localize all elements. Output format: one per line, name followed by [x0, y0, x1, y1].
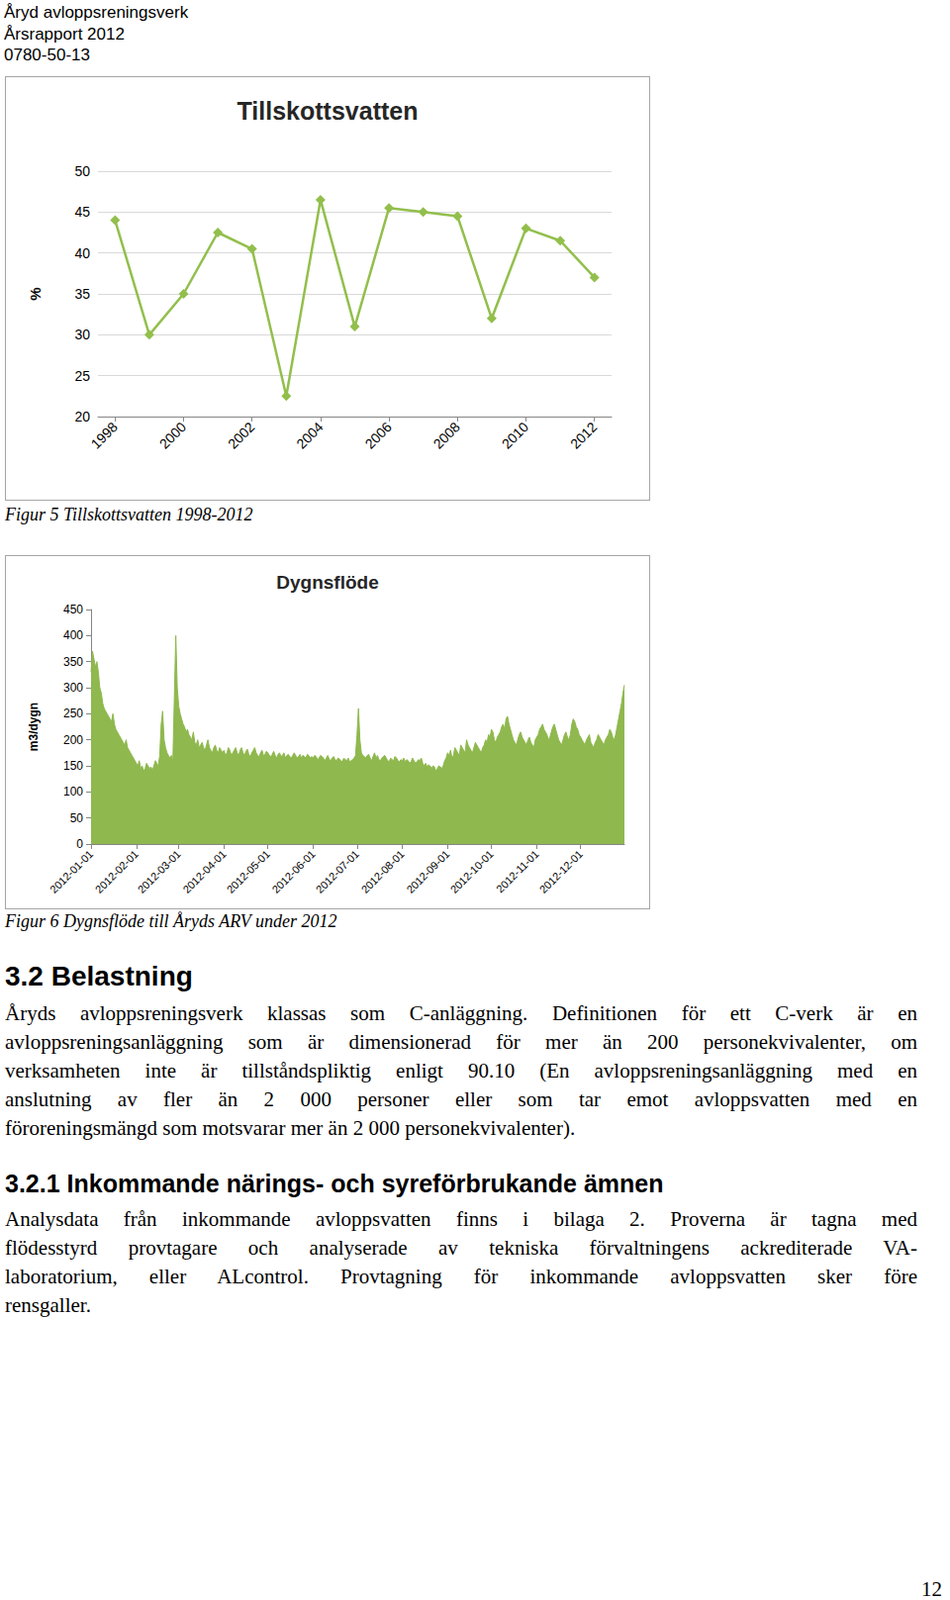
- svg-text:2012-09-01: 2012-09-01: [403, 848, 452, 896]
- svg-text:2002: 2002: [224, 418, 258, 452]
- svg-text:200: 200: [63, 733, 84, 748]
- svg-text:2012-12-01: 2012-12-01: [537, 848, 585, 896]
- svg-text:2012-06-01: 2012-06-01: [269, 848, 317, 896]
- html-text:avloppsreningsanläggning som ä: avloppsreningsanläggning som är dimensio…: [4, 1030, 918, 1054]
- svg-text:2012-04-01: 2012-04-01: [180, 848, 228, 896]
- html-text:laboratorium, eller ALcontrol.: laboratorium, eller ALcontrol. Provtagni…: [4, 1264, 918, 1289]
- svg-text:20: 20: [74, 408, 91, 425]
- svg-text:50: 50: [70, 811, 85, 826]
- svg-text:2008: 2008: [430, 418, 464, 452]
- html-text:3.2 Belastning: 3.2 Belastning: [4, 960, 193, 992]
- html-text:Figur 6 Dygnsflöde till Åryds: Figur 6 Dygnsflöde till Åryds ARV under …: [4, 911, 337, 932]
- svg-text:Dygnsflöde: Dygnsflöde: [276, 571, 379, 593]
- svg-text:150: 150: [63, 759, 84, 773]
- html-text:3.2.1 Inkommande närings- och: 3.2.1 Inkommande närings- och syreförbru…: [4, 1169, 664, 1198]
- svg-text:2012-07-01: 2012-07-01: [313, 848, 362, 896]
- svg-text:1998: 1998: [88, 418, 121, 452]
- svg-text:2012-02-01: 2012-02-01: [93, 848, 141, 896]
- svg-text:2000: 2000: [156, 418, 190, 452]
- svg-text:2012-08-01: 2012-08-01: [359, 848, 407, 896]
- svg-text:100: 100: [63, 784, 84, 799]
- svg-text:Tillskottsvatten: Tillskottsvatten: [237, 96, 419, 125]
- html-text:anslutning av fler än 2 000 pe: anslutning av fler än 2 000 personer ell…: [4, 1087, 918, 1112]
- html-text:verksamheten inte är tillstånd: verksamheten inte är tillståndspliktig e…: [4, 1058, 918, 1083]
- svg-text:300: 300: [63, 680, 84, 695]
- svg-text:2004: 2004: [292, 418, 326, 452]
- html-text:Årsrapport 2012: Årsrapport 2012: [3, 24, 125, 44]
- svg-text:350: 350: [63, 655, 84, 669]
- html-text:Figur 5 Tillskottsvatten 1998-: Figur 5 Tillskottsvatten 1998-2012: [4, 504, 253, 525]
- html-text:Åryds avloppsreningsverk klass: Åryds avloppsreningsverk klassas som C-a…: [4, 1001, 918, 1026]
- svg-text:%: %: [26, 286, 44, 300]
- svg-text:35: 35: [74, 285, 91, 302]
- html-text:Analysdata från inkommande avl: Analysdata från inkommande avloppsvatten…: [4, 1207, 918, 1232]
- svg-text:450: 450: [63, 602, 84, 617]
- html-text:Åryd avloppsreningsverk: Åryd avloppsreningsverk: [3, 2, 189, 22]
- html-text:0780-50-13: 0780-50-13: [3, 45, 91, 65]
- svg-text:40: 40: [74, 245, 91, 262]
- svg-text:250: 250: [63, 706, 84, 721]
- svg-text:2012-10-01: 2012-10-01: [448, 848, 496, 896]
- svg-text:400: 400: [63, 628, 84, 643]
- html-text:rensgaller.: rensgaller.: [4, 1293, 91, 1317]
- html-text:flödesstyrd provtagare och ana: flödesstyrd provtagare och analyserade a…: [4, 1235, 918, 1260]
- svg-text:2012: 2012: [567, 418, 600, 452]
- svg-text:30: 30: [74, 326, 91, 343]
- svg-text:2012-05-01: 2012-05-01: [224, 848, 273, 896]
- svg-text:2012-11-01: 2012-11-01: [493, 848, 542, 896]
- svg-text:2012-01-01: 2012-01-01: [47, 848, 95, 896]
- svg-text:50: 50: [74, 163, 91, 180]
- svg-text:m3/dygn: m3/dygn: [26, 702, 41, 752]
- html-text:föroreningsmängd som motsvarar: föroreningsmängd som motsvarar mer än 2 …: [4, 1115, 576, 1140]
- svg-text:2012-03-01: 2012-03-01: [135, 848, 184, 896]
- svg-text:2010: 2010: [498, 418, 532, 452]
- svg-text:0: 0: [76, 837, 84, 852]
- svg-text:45: 45: [74, 203, 91, 220]
- svg-text:2006: 2006: [361, 418, 394, 452]
- svg-text:25: 25: [74, 368, 91, 384]
